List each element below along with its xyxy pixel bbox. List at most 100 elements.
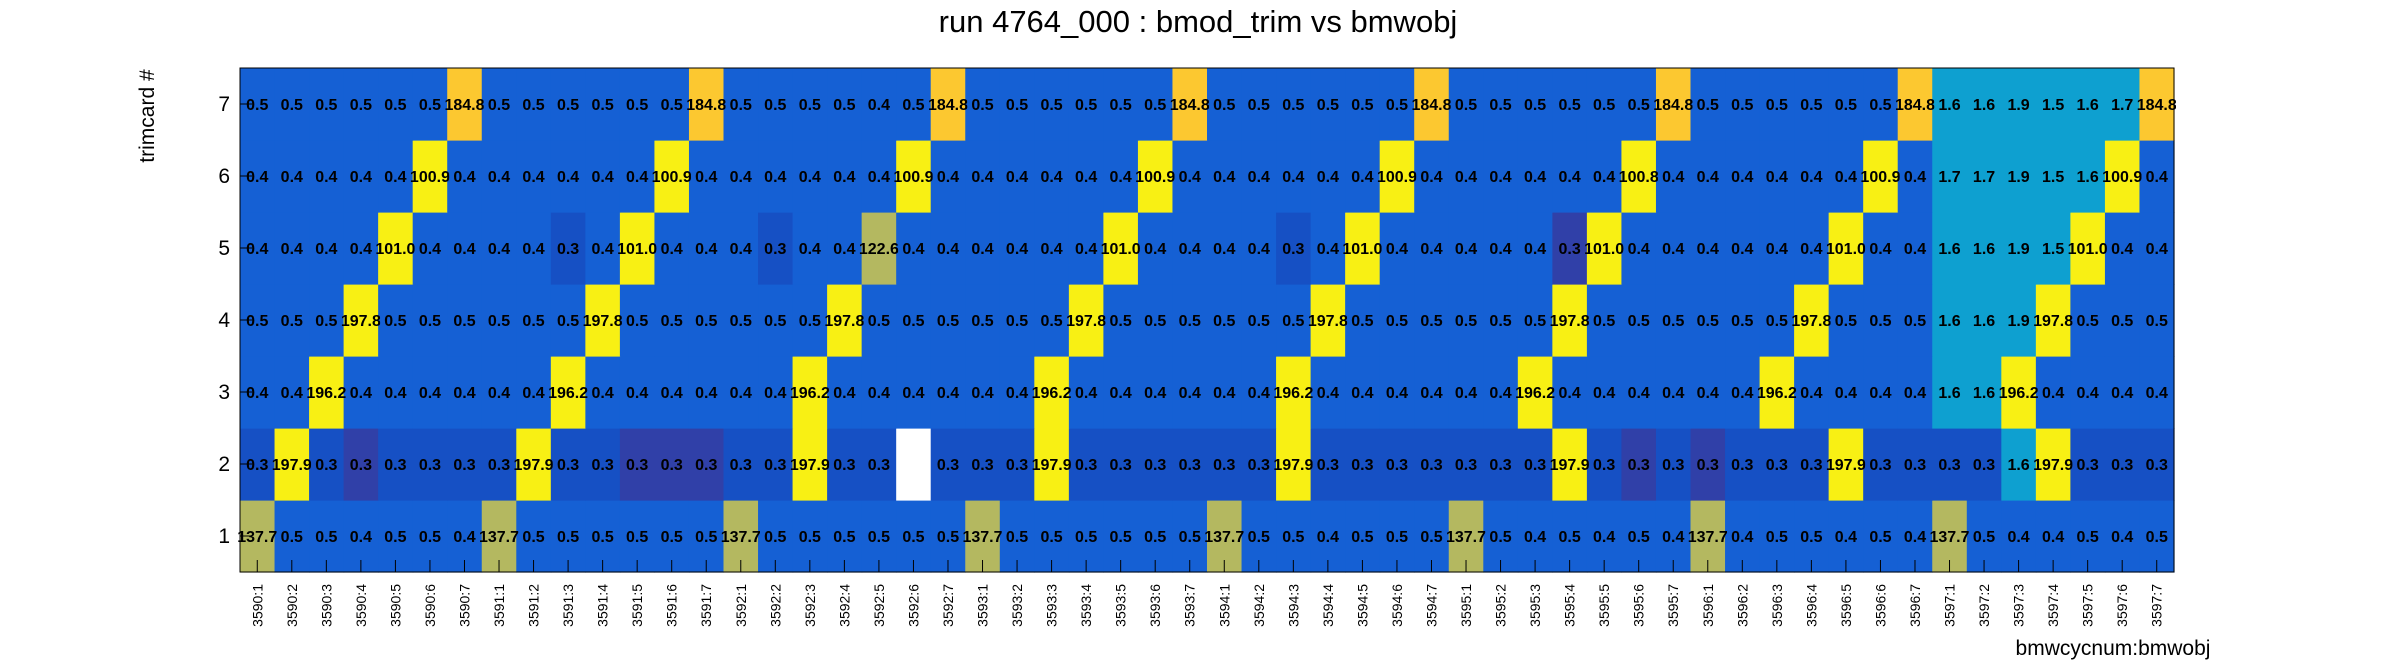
cell-value-label: 0.4 <box>730 241 752 258</box>
cell-value-label: 0.4 <box>1386 241 1408 258</box>
cell-value-label: 0.4 <box>1075 169 1097 186</box>
heatmap-cell <box>1725 356 1761 429</box>
y-tick-label: 1 <box>218 525 230 548</box>
cell-value-label: 0.3 <box>1731 457 1753 474</box>
heatmap-cell <box>1621 140 1657 213</box>
heatmap-cell <box>1655 140 1692 213</box>
cell-value-label: 0.3 <box>592 457 614 474</box>
x-tick-label: 3590:4 <box>353 584 369 627</box>
cell-value-label: 0.5 <box>1766 313 1788 330</box>
cell-value-label: 0.5 <box>281 97 303 114</box>
heatmap-cell <box>1621 284 1657 357</box>
cell-value-label: 0.5 <box>1628 97 1650 114</box>
heatmap-cell <box>619 212 656 285</box>
cell-value-label: 0.4 <box>1662 529 1684 546</box>
heatmap-cell <box>550 68 586 141</box>
cell-value-label: 0.4 <box>1213 241 1235 258</box>
cell-value-label: 0.4 <box>453 385 475 402</box>
heatmap-cell <box>274 356 310 429</box>
cell-value-label: 100.8 <box>1619 169 1659 186</box>
cell-value-label: 0.4 <box>1248 169 1270 186</box>
heatmap-cell <box>1448 140 1484 213</box>
heatmap-cell <box>1448 356 1484 429</box>
heatmap-cell <box>827 68 863 141</box>
cell-value-label: 0.3 <box>557 457 579 474</box>
heatmap-cell <box>378 140 414 213</box>
cell-value-label: 0.5 <box>246 97 268 114</box>
x-tick-label: 3593:5 <box>1113 584 1129 627</box>
y-tick-label: 2 <box>218 453 230 476</box>
heatmap-cell <box>723 140 759 213</box>
x-tick-label: 3596:5 <box>1838 584 1854 627</box>
cell-value-label: 0.4 <box>1075 385 1097 402</box>
heatmap-cell <box>1794 284 1830 357</box>
cell-value-label: 0.3 <box>1386 457 1408 474</box>
cell-value-label: 0.4 <box>315 169 337 186</box>
cell-value-label: 0.5 <box>971 313 993 330</box>
cell-value-label: 0.4 <box>1869 385 1891 402</box>
cell-value-label: 0.4 <box>419 241 441 258</box>
cell-value-label: 0.5 <box>246 313 268 330</box>
heatmap-cell <box>1932 212 1968 285</box>
cell-value-label: 0.3 <box>626 457 648 474</box>
cell-value-label: 0.4 <box>1179 385 1201 402</box>
cell-value-label: 0.5 <box>1835 313 1857 330</box>
heatmap-cell <box>999 356 1035 429</box>
x-tick-label: 3597:3 <box>2011 584 2027 627</box>
cell-value-label: 0.5 <box>488 313 510 330</box>
cell-value-label: 0.4 <box>2007 529 2029 546</box>
cell-value-label: 197.9 <box>790 457 830 474</box>
cell-value-label: 0.4 <box>1731 241 1753 258</box>
cell-value-label: 0.5 <box>522 97 544 114</box>
heatmap-cell <box>309 356 345 429</box>
cell-value-label: 184.8 <box>686 97 726 114</box>
x-tick-label: 3593:3 <box>1044 584 1060 627</box>
heatmap-cell <box>758 428 794 501</box>
cell-value-label: 0.4 <box>1835 169 1857 186</box>
cell-value-label: 0.5 <box>1524 97 1546 114</box>
cell-value-label: 0.4 <box>1351 385 1373 402</box>
heatmap-cell <box>2104 428 2141 501</box>
x-tick-label: 3594:7 <box>1423 584 1439 627</box>
cell-value-label: 1.6 <box>1973 313 1995 330</box>
cell-value-label: 0.4 <box>1179 241 1201 258</box>
cell-value-label: 197.8 <box>824 313 864 330</box>
heatmap-cell <box>2139 68 2175 141</box>
cell-value-label: 0.4 <box>1144 385 1166 402</box>
heatmap-cell <box>1379 284 1415 357</box>
cell-value-label: 0.5 <box>695 313 717 330</box>
heatmap-cell <box>550 356 586 429</box>
cell-value-label: 0.5 <box>1731 97 1753 114</box>
cell-value-label: 197.9 <box>514 457 554 474</box>
heatmap-cell <box>861 140 897 213</box>
heatmap-cell <box>447 140 483 213</box>
heatmap-cell <box>688 356 725 429</box>
heatmap-cell <box>378 284 414 357</box>
heatmap-cell <box>1586 212 1623 285</box>
cell-value-label: 0.4 <box>868 169 890 186</box>
heatmap-cell <box>1137 428 1174 501</box>
heatmap-cell <box>688 140 725 213</box>
cell-value-label: 0.4 <box>1697 169 1719 186</box>
cell-value-label: 0.4 <box>1904 241 1926 258</box>
cell-value-label: 0.5 <box>419 97 441 114</box>
heatmap-cell <box>2139 212 2175 285</box>
cell-value-label: 0.4 <box>592 385 614 402</box>
heatmap-cell <box>1966 284 2002 357</box>
heatmap-cell <box>999 212 1035 285</box>
cell-value-label: 100.9 <box>893 169 933 186</box>
cell-value-label: 0.3 <box>1179 457 1201 474</box>
heatmap-cell <box>896 428 932 501</box>
cell-value-label: 101.0 <box>1342 241 1382 258</box>
x-tick-label: 3592:3 <box>802 584 818 627</box>
heatmap-cell <box>378 356 414 429</box>
cell-value-label: 0.5 <box>557 97 579 114</box>
heatmap-cell <box>1414 356 1450 429</box>
cell-value-label: 0.5 <box>2077 313 2099 330</box>
heatmap-cell <box>1897 140 1933 213</box>
x-tick-label: 3594:2 <box>1251 584 1267 627</box>
cell-value-label: 0.5 <box>799 97 821 114</box>
cell-value-label: 0.3 <box>1559 241 1581 258</box>
heatmap-cell <box>447 356 483 429</box>
heatmap-cell <box>1655 356 1692 429</box>
